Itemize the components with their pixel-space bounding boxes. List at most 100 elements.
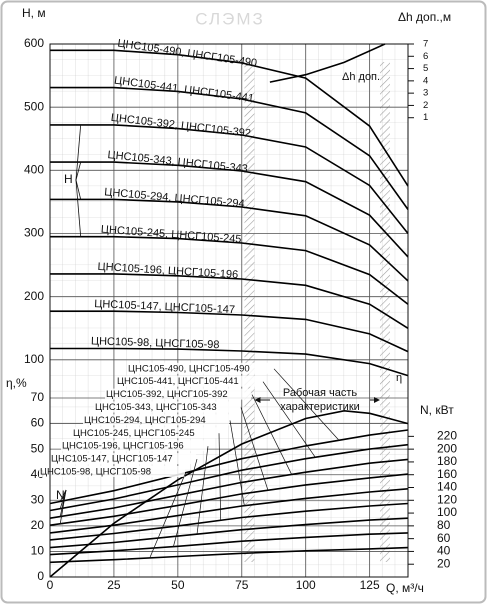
legend-bg (127, 362, 273, 374)
series-line (49, 546, 409, 564)
series-line (49, 488, 409, 534)
y-tick-label: 70 (31, 390, 45, 404)
leader-line (75, 124, 82, 181)
legend-entry: ЦНС105-490, ЦНСГ105-490 (128, 363, 250, 374)
y-tick-label: 0 (37, 569, 44, 583)
y-tick-label: 6 (423, 51, 428, 62)
legend-bg (83, 414, 229, 426)
y-tick-label: 600 (24, 36, 44, 50)
leader-line (59, 489, 67, 502)
series-line (50, 161, 409, 258)
leader-line (273, 368, 340, 441)
leader-line (75, 162, 82, 181)
y-tick-label: 60 (437, 531, 451, 545)
y-axis-label: H, м (22, 6, 46, 20)
y-tick-label: 120 (437, 492, 457, 506)
y-tick-label: 10 (31, 544, 45, 558)
y-tick-label: 20 (437, 556, 451, 570)
series-label: Δh доп. (342, 71, 380, 83)
x-axis-label: Q, м³/ч (386, 581, 424, 595)
x-tick-label: 50 (171, 578, 185, 592)
series-line (49, 532, 409, 556)
series-line (49, 502, 409, 541)
leader-line (196, 446, 209, 535)
y-tick-label: 40 (437, 544, 451, 558)
series-line (50, 198, 409, 282)
legend-entry: ЦНС105-343, ЦНСГ105-343 (95, 402, 217, 413)
series-line (49, 409, 409, 578)
x-tick-label: 75 (235, 578, 249, 592)
working-range-band (379, 62, 390, 562)
y-tick-label: 5 (423, 63, 428, 74)
y-tick-label: 500 (24, 99, 44, 113)
y-axis-label: N, кВт (420, 403, 454, 417)
series-label: η (396, 372, 402, 384)
leader-line (218, 433, 222, 521)
legend-bg (39, 466, 185, 477)
series-line (50, 310, 409, 353)
leader-line (262, 381, 316, 458)
legend-entry: ЦНС105-98, ЦНСГ105-98 (40, 467, 151, 478)
legend-entry: ЦНС105-147, ЦНСГ105-147 (51, 454, 173, 465)
y-tick-label: 50 (31, 441, 45, 455)
watermark: СЛЭМЗ (195, 9, 265, 28)
y-axis-label: Δh доп.,м (398, 10, 451, 24)
y-tick-label: 7 (423, 39, 428, 50)
curve-label: ЦНС105-147, ЦНСГ105-147 (94, 298, 235, 316)
y-tick-label: 300 (24, 226, 44, 240)
legend-bg (116, 375, 262, 387)
y-tick-label: 80 (437, 518, 451, 532)
leader-line (149, 471, 187, 559)
legend-entry: ЦНС105-196, ЦНСГ105-196 (62, 441, 184, 452)
y-tick-label: 200 (437, 441, 457, 455)
legend-bg (105, 388, 251, 400)
working-range-band (244, 62, 255, 562)
legend-entry: ЦНС105-392, ЦНСГ105-392 (106, 389, 228, 400)
legend-bg (72, 427, 218, 439)
y-tick-label: 160 (437, 467, 457, 481)
series-line (50, 124, 409, 234)
legend-entry: ЦНС105-441, ЦНСГ105-441 (117, 376, 239, 387)
annotation: характеристики (280, 401, 360, 413)
annotation: H (64, 172, 73, 186)
series-line (49, 458, 409, 519)
series-line (49, 517, 409, 549)
series-line (50, 273, 409, 329)
y-tick-label: 140 (437, 480, 457, 494)
leader-line (251, 394, 292, 475)
y-tick-label: 3 (423, 88, 428, 99)
annotation: Рабочая часть (283, 387, 358, 399)
series-line (49, 429, 409, 505)
legend-bg (50, 453, 196, 465)
x-tick-label: 0 (47, 578, 54, 592)
y-tick-label: 20 (31, 518, 45, 532)
x-tick-label: 125 (360, 578, 380, 592)
y-axis-label: η,% (6, 376, 27, 390)
leader-line (229, 420, 245, 506)
series-line (50, 49, 409, 187)
leader-line (173, 459, 198, 547)
y-tick-label: 30 (31, 492, 45, 506)
leader-line (59, 489, 67, 509)
y-tick-label: 2 (423, 100, 428, 111)
y-tick-label: 1 (423, 112, 428, 123)
y-tick-label: 220 (437, 429, 457, 443)
annotation: N (56, 488, 65, 502)
x-tick-label: 25 (107, 578, 121, 592)
series-line (50, 347, 409, 377)
legend-bg (94, 401, 240, 413)
series-line (49, 473, 409, 526)
series-line (49, 443, 409, 512)
legend-entry: ЦНС105-294, ЦНСГ105-294 (84, 415, 206, 426)
leader-line (240, 407, 269, 491)
series-line (50, 235, 409, 305)
y-tick-label: 200 (24, 289, 44, 303)
y-tick-label: 180 (437, 454, 457, 468)
legend-entry: ЦНС105-245, ЦНСГ105-245 (73, 428, 195, 439)
plot-border (49, 43, 409, 578)
series-line (50, 86, 409, 210)
y-tick-label: 100 (437, 505, 457, 519)
y-tick-label: 100 (24, 352, 44, 366)
